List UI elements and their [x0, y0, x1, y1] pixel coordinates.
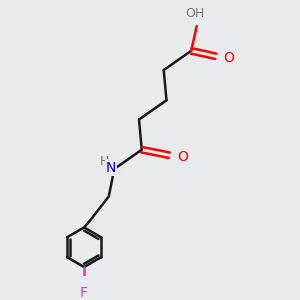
Text: F: F	[80, 286, 88, 300]
Text: N: N	[106, 160, 116, 175]
Text: O: O	[178, 150, 188, 164]
Text: H: H	[100, 155, 110, 168]
Text: OH: OH	[186, 7, 205, 20]
Text: O: O	[224, 51, 235, 65]
